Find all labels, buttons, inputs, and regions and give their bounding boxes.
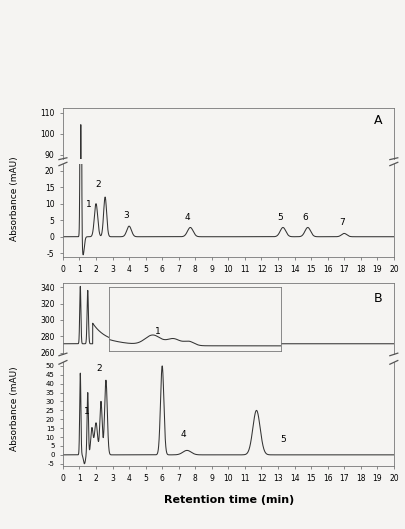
Text: 2: 2 [96, 180, 101, 189]
Text: 6: 6 [302, 213, 307, 222]
Text: Retention time (min): Retention time (min) [164, 495, 294, 505]
Text: B: B [373, 291, 381, 305]
Text: 7: 7 [338, 218, 344, 227]
Text: 1: 1 [84, 407, 90, 416]
Text: Absorbance (mAU): Absorbance (mAU) [10, 156, 19, 241]
Text: 5: 5 [279, 435, 285, 444]
Text: 3: 3 [124, 211, 129, 220]
Text: 1: 1 [86, 199, 92, 208]
Text: 5: 5 [276, 213, 282, 222]
Text: 4: 4 [181, 430, 186, 439]
Text: A: A [373, 114, 381, 127]
Text: 2: 2 [96, 364, 102, 373]
Text: 4: 4 [184, 213, 190, 222]
Text: Absorbance (mAU): Absorbance (mAU) [10, 366, 19, 451]
